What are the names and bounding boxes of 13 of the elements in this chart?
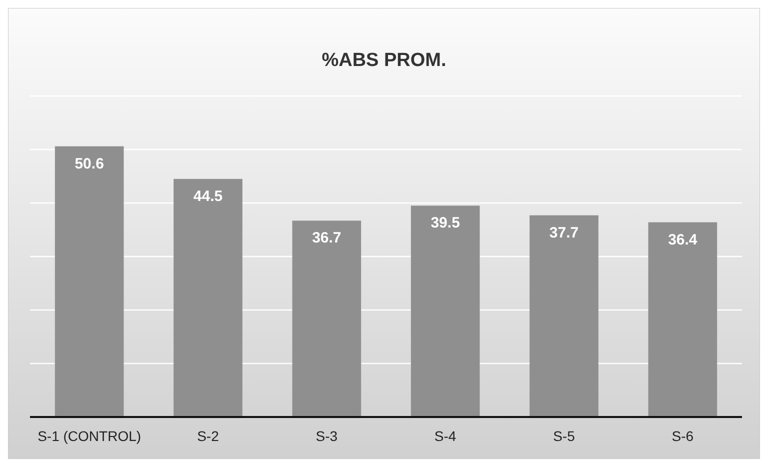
data-label: 44.5 (193, 188, 223, 205)
x-tick-label: S-3 (316, 428, 338, 444)
data-label: 39.5 (430, 214, 460, 232)
data-label: 36.7 (312, 230, 342, 247)
x-tick-label: S-5 (553, 428, 576, 444)
x-tick-label: S-4 (434, 428, 456, 444)
data-label: 50.6 (74, 155, 104, 172)
data-label: 36.4 (668, 231, 698, 248)
x-tick-label: S-1 (CONTROL) (38, 428, 142, 444)
x-tick-label: S-6 (672, 428, 694, 444)
chart-title: %ABS PROM. (322, 50, 446, 71)
data-label: 37.7 (549, 224, 579, 242)
x-tick-label: S-2 (197, 428, 220, 444)
